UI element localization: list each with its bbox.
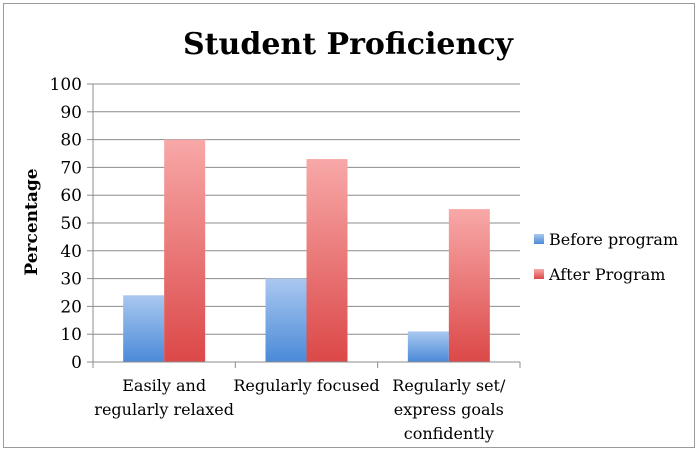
legend-swatch (534, 269, 544, 279)
y-tick-label: 70 (60, 158, 82, 178)
bar-before-1 (265, 278, 307, 362)
y-tick-label: 0 (71, 353, 82, 373)
y-tick-label: 30 (60, 270, 82, 290)
legend-label: After Program (548, 265, 665, 284)
bar-after-0 (164, 139, 206, 362)
x-category-label: regularly relaxed (94, 400, 234, 419)
x-category-label: express goals (394, 400, 504, 419)
bar-after-1 (306, 159, 348, 362)
y-tick-label: 40 (60, 242, 82, 262)
x-category-label: Easily and (122, 376, 206, 395)
x-category-label: confidently (404, 424, 494, 443)
y-tick-label: 100 (50, 75, 82, 95)
x-category-label: Regularly set/ (392, 376, 506, 395)
y-tick-label: 50 (60, 214, 82, 234)
legend-label: Before program (549, 230, 678, 249)
y-tick-label: 80 (60, 131, 82, 151)
bar-after-2 (448, 209, 490, 362)
bar-before-2 (407, 331, 449, 362)
bar-before-0 (123, 295, 165, 362)
y-tick-label: 60 (60, 186, 82, 206)
y-tick-label: 90 (60, 103, 82, 123)
y-tick-label: 10 (60, 325, 82, 345)
x-category-label: Regularly focused (233, 376, 379, 395)
chart-frame (3, 3, 695, 448)
y-axis-label: Percentage (22, 168, 42, 275)
chart-title: Student Proficiency (183, 27, 515, 62)
y-tick-label: 20 (60, 297, 82, 317)
legend-swatch (534, 234, 544, 244)
